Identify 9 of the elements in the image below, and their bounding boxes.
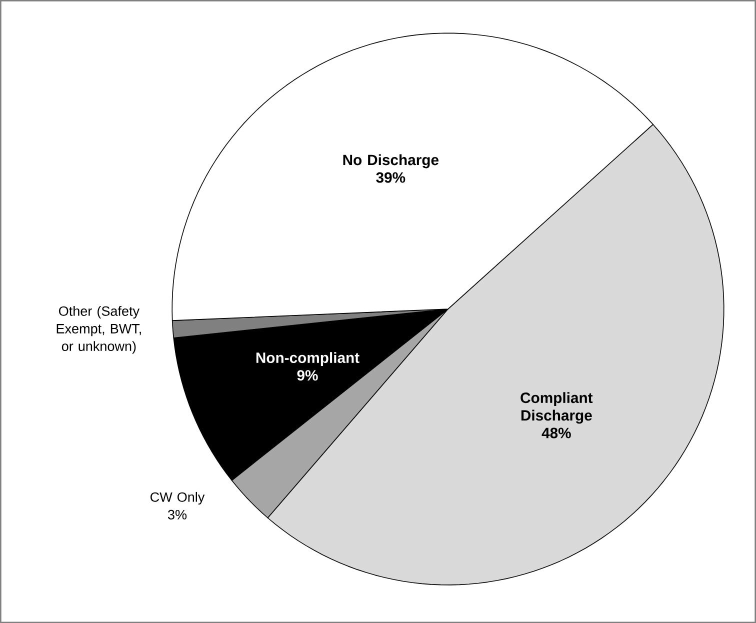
slice-label: CW Only <box>150 492 205 504</box>
slice-label: No Discharge <box>343 154 439 168</box>
slice-label: Non-compliant <box>256 352 360 366</box>
data-label: 39% <box>376 172 406 183</box>
slice-label: Compliant Discharge <box>520 392 593 424</box>
data-label: 9% <box>297 370 318 381</box>
data-label: 3% <box>168 510 187 520</box>
slice-label: Other (Safety Exempt, BWT, or unknown) <box>56 306 141 354</box>
data-label: 48% <box>542 428 571 438</box>
